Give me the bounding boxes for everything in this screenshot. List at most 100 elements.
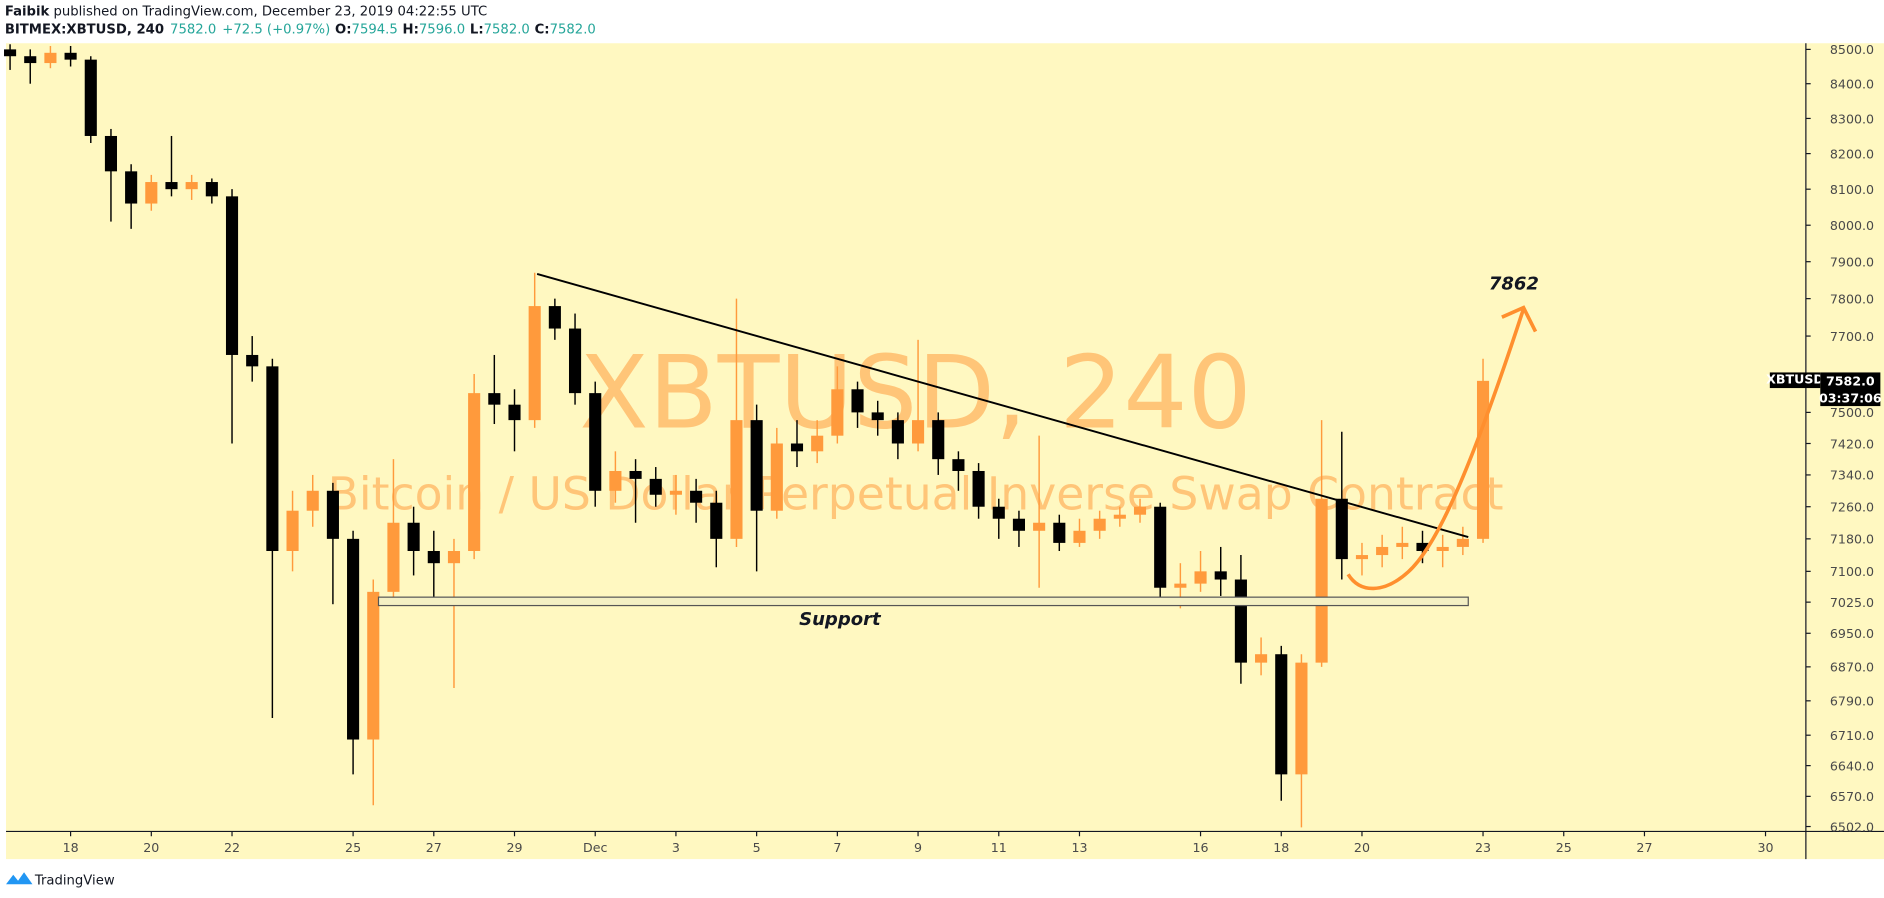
- last-price: 7582.0: [170, 23, 216, 38]
- x-tick-label: 30: [1757, 840, 1773, 855]
- tag-symbol-box: [1769, 372, 1821, 389]
- y-tick-label: 7100.0: [1830, 564, 1874, 579]
- x-tick-label: 9: [914, 840, 922, 855]
- x-tick-label: 25: [1556, 840, 1572, 855]
- candle-body: [811, 435, 824, 452]
- plot-area: [6, 43, 1806, 832]
- candle-body: [1234, 579, 1247, 663]
- candle-body: [347, 538, 360, 740]
- candle-body: [468, 393, 481, 551]
- candle-body: [1355, 555, 1369, 560]
- candle-body: [1194, 571, 1207, 584]
- change: +72.5 (+0.97%): [222, 23, 330, 38]
- candle-body: [1093, 518, 1106, 531]
- candle-body: [1154, 506, 1167, 588]
- candle-body: [1376, 546, 1389, 556]
- candle-body: [407, 522, 420, 551]
- candle-body: [710, 502, 723, 539]
- y-tick-label: 7420.0: [1830, 436, 1874, 451]
- candle-body: [730, 420, 743, 539]
- candle-body: [912, 420, 925, 444]
- candle-body: [1315, 498, 1328, 663]
- candle-body: [1053, 522, 1066, 543]
- y-tick-label: 8500.0: [1830, 42, 1874, 57]
- candle-body: [387, 522, 400, 592]
- x-tick-label: 29: [506, 840, 522, 855]
- tag-price: 7582.0: [1826, 374, 1875, 389]
- ohlc-value: 7596.0: [419, 23, 465, 38]
- x-tick-label: 11: [991, 840, 1007, 855]
- x-tick-label: 27: [426, 840, 442, 855]
- x-tick-label: 7: [833, 840, 841, 855]
- y-tick-label: 8400.0: [1830, 77, 1874, 92]
- candle-body: [1456, 538, 1469, 547]
- y-tick-label: 6950.0: [1830, 626, 1874, 641]
- tag-symbol: XBTUSD: [1766, 371, 1824, 386]
- ohlc-value: 7582.0: [484, 23, 530, 38]
- symbol: BITMEX:XBTUSD, 240: [5, 23, 164, 38]
- candle-body: [568, 328, 582, 394]
- y-tick-label: 6502.0: [1830, 819, 1874, 834]
- candle-body: [1255, 654, 1268, 663]
- y-tick-label: 8200.0: [1830, 146, 1874, 161]
- candle-body: [932, 420, 945, 460]
- candle-body: [266, 366, 279, 551]
- candle-body: [589, 393, 602, 491]
- candle-body: [104, 135, 118, 172]
- candle-body: [1335, 498, 1348, 560]
- candle-body: [629, 470, 642, 479]
- candle-body: [447, 550, 461, 564]
- tag-countdown: 03:37:06: [1819, 390, 1882, 405]
- candle-body: [992, 506, 1005, 519]
- y-tick-label: 6790.0: [1830, 694, 1874, 709]
- candle-body: [891, 420, 904, 444]
- candle-body: [609, 470, 622, 491]
- ohlc-label: C:: [535, 23, 550, 38]
- x-tick-label: 13: [1071, 840, 1087, 855]
- x-tick-label: 25: [345, 840, 361, 855]
- candle-body: [972, 470, 985, 507]
- candle-body: [286, 510, 299, 551]
- candle-body: [790, 443, 804, 452]
- candle-body: [1396, 542, 1409, 547]
- trend-line: [536, 273, 1469, 538]
- candle-body: [1012, 518, 1026, 531]
- y-tick-label: 7700.0: [1830, 329, 1874, 344]
- candle-body: [145, 182, 158, 204]
- candle-body: [24, 56, 37, 64]
- tag-price-box: [1820, 372, 1881, 407]
- candle-body: [1416, 542, 1429, 551]
- candle-body: [508, 404, 521, 421]
- target-label: 7862: [1489, 274, 1539, 295]
- candle-body: [528, 306, 541, 421]
- candle-body: [165, 182, 178, 190]
- candle-body: [952, 459, 965, 471]
- candle-body: [1133, 506, 1147, 515]
- candle-body: [831, 389, 844, 436]
- candle-body: [548, 306, 561, 329]
- drawings: Support 7862: [377, 273, 1539, 630]
- y-tick-label: 8000.0: [1830, 218, 1874, 233]
- x-tick-label: 18: [63, 840, 79, 855]
- candle-body: [427, 550, 440, 564]
- y-tick-label: 6870.0: [1830, 660, 1874, 675]
- y-tick-label: 7900.0: [1830, 255, 1874, 270]
- y-tick-label: 8300.0: [1830, 111, 1874, 126]
- ohlc-label: O:: [335, 23, 352, 38]
- x-tick-label: 27: [1636, 840, 1652, 855]
- candle-body: [1275, 654, 1288, 775]
- publish-line: Faibik published on TradingView.com, Dec…: [5, 5, 487, 20]
- candle-body: [770, 443, 783, 511]
- x-tick-label: 18: [1273, 840, 1289, 855]
- x-tick-label: 20: [143, 840, 159, 855]
- candle-body: [669, 490, 682, 495]
- price-tag: XBTUSD 7582.0 03:37:06: [1766, 371, 1882, 407]
- candle-body: [367, 591, 380, 740]
- x-tick-label: 22: [224, 840, 240, 855]
- candle-body: [64, 52, 77, 60]
- candle-body: [851, 389, 864, 413]
- ohlc-value: 7594.5: [352, 23, 398, 38]
- candle-body: [1113, 514, 1126, 519]
